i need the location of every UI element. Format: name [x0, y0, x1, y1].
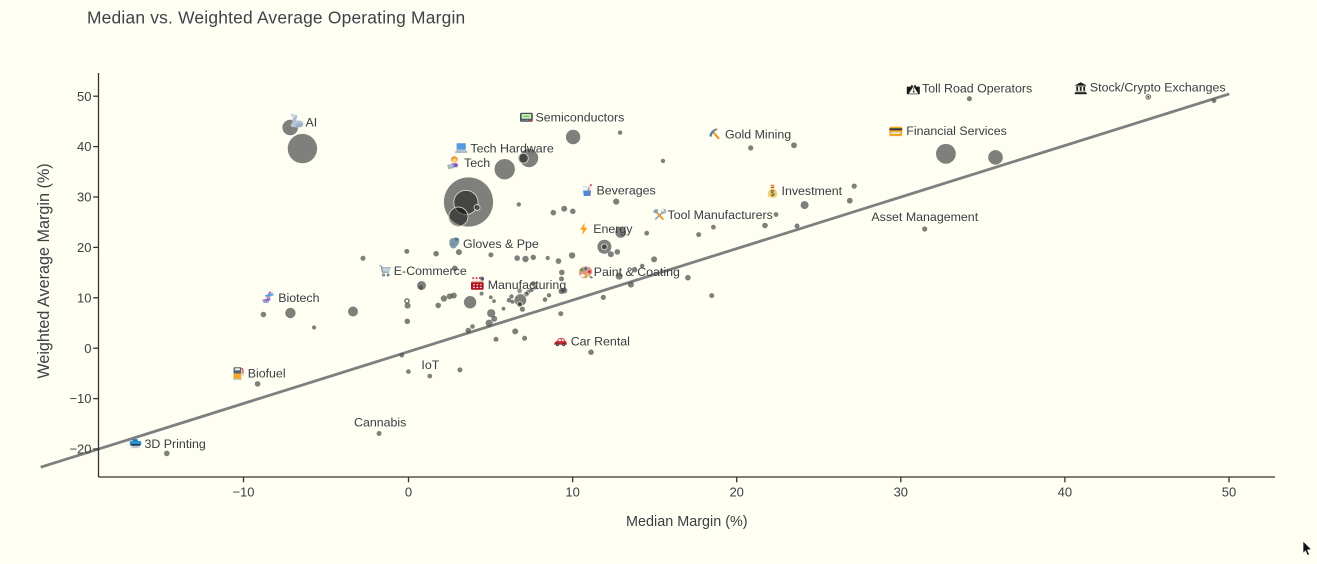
svg-text:AI: AI: [306, 116, 318, 130]
svg-text:Tool Manufacturers: Tool Manufacturers: [668, 208, 773, 222]
svg-text:40: 40: [77, 139, 91, 154]
svg-text:Biotech: Biotech: [278, 291, 319, 305]
svg-text:3D Printing: 3D Printing: [145, 437, 206, 451]
svg-text:Investment: Investment: [782, 184, 843, 198]
svg-text:30: 30: [77, 190, 91, 205]
svg-text:Financial Services: Financial Services: [906, 124, 1007, 138]
svg-text:0: 0: [405, 485, 412, 500]
svg-text:−20: −20: [69, 442, 91, 457]
svg-text:Gold Mining: Gold Mining: [725, 128, 791, 142]
svg-text:Toll Road Operators: Toll Road Operators: [922, 82, 1032, 96]
svg-text:50: 50: [1222, 485, 1236, 500]
svg-text:0: 0: [84, 341, 91, 356]
svg-text:Stock/Crypto Exchanges: Stock/Crypto Exchanges: [1090, 81, 1226, 95]
svg-text:IoT: IoT: [421, 358, 439, 372]
svg-text:Tech Hardware: Tech Hardware: [470, 142, 553, 156]
svg-text:$: $: [770, 189, 775, 198]
svg-text:Asset Management: Asset Management: [871, 210, 978, 224]
svg-text:Gloves & Ppe: Gloves & Ppe: [463, 237, 539, 251]
svg-text:40: 40: [1058, 485, 1072, 500]
svg-text:Cannabis: Cannabis: [354, 416, 406, 430]
svg-text:−10: −10: [232, 485, 254, 500]
svg-text:Paint & Coating: Paint & Coating: [594, 265, 680, 279]
svg-text:Biofuel: Biofuel: [248, 366, 286, 380]
svg-text:Median Margin (%): Median Margin (%): [626, 514, 748, 530]
svg-text:E-Commerce: E-Commerce: [394, 264, 467, 278]
svg-text:Tech: Tech: [464, 156, 490, 170]
svg-text:30: 30: [894, 485, 908, 500]
svg-text:Manufacturing: Manufacturing: [488, 278, 567, 292]
svg-text:−10: −10: [69, 391, 91, 406]
svg-text:10: 10: [565, 485, 579, 500]
svg-text:20: 20: [729, 485, 743, 500]
svg-text:Car Rental: Car Rental: [571, 334, 630, 348]
svg-text:20: 20: [77, 240, 91, 255]
svg-text:Semiconductors: Semiconductors: [536, 110, 625, 124]
svg-text:Weighted Average Margin (%): Weighted Average Margin (%): [35, 163, 53, 378]
svg-text:Beverages: Beverages: [597, 183, 656, 197]
svg-text:Median vs. Weighted Average Op: Median vs. Weighted Average Operating Ma…: [87, 8, 465, 28]
svg-text:10: 10: [77, 290, 91, 305]
svg-text:50: 50: [77, 89, 91, 104]
svg-text:Energy: Energy: [593, 222, 633, 236]
